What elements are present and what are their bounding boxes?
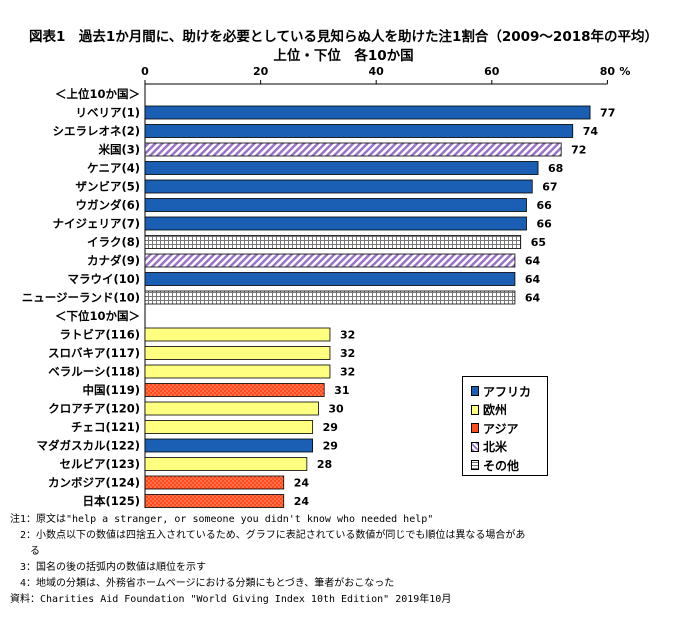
x-tick-label: 0 <box>141 65 149 78</box>
legend-label: 欧州 <box>483 403 508 417</box>
bar <box>144 253 516 268</box>
category-label: リベリア(1) <box>75 106 140 120</box>
legend-item: 北米 <box>471 438 507 456</box>
category-label: カンボジア(124) <box>48 476 140 490</box>
bar <box>144 290 516 305</box>
category-label: ケニア(4) <box>87 161 140 175</box>
data-label: 28 <box>317 458 332 471</box>
data-label: 32 <box>340 366 355 379</box>
data-label: 64 <box>525 273 541 286</box>
chart-subtitle: 上位・下位 各10か国 <box>273 48 414 64</box>
data-label: 32 <box>340 329 355 342</box>
legend-item: その他 <box>471 456 519 474</box>
data-label: 67 <box>542 181 557 194</box>
legend-label: アフリカ <box>483 384 532 399</box>
bar <box>144 124 574 138</box>
data-label: 77 <box>600 107 615 120</box>
data-label: 30 <box>328 403 344 416</box>
category-label: スロバキア(117) <box>48 346 140 360</box>
data-label: 66 <box>536 218 552 231</box>
category-label: シエラレオネ(2) <box>52 124 140 138</box>
category-label: ラトビア(116) <box>59 328 140 342</box>
legend-swatch <box>471 441 479 452</box>
category-label: ザンビア(5) <box>75 180 140 194</box>
x-tick-label: 40 <box>369 65 385 78</box>
data-label: 29 <box>323 440 338 453</box>
legend-label: アジア <box>483 421 519 436</box>
x-tick-label: 60 <box>484 65 500 78</box>
category-label: セルビア(123) <box>59 457 140 471</box>
x-axis-unit: % <box>619 65 630 78</box>
chart-title: 図表1 過去1か月間に、助けを必要としている見知らぬ人を助けた注1割合（2009… <box>28 29 658 45</box>
legend-item: 欧州 <box>471 401 507 419</box>
bar <box>144 364 331 379</box>
category-label: イラク(8) <box>87 235 140 249</box>
bar <box>144 142 562 157</box>
bar <box>144 438 314 453</box>
legend-swatch <box>471 404 479 415</box>
bar <box>144 327 331 342</box>
category-label: ベラルーシ(118) <box>48 365 140 379</box>
category-label: 日本(125) <box>82 494 140 508</box>
legend-label: その他 <box>483 458 520 473</box>
data-label: 64 <box>525 255 541 268</box>
data-label: 68 <box>548 162 563 175</box>
group-label: ＜下位10か国＞ <box>55 309 140 323</box>
category-label: クロアチア(120) <box>48 402 140 416</box>
legend-swatch <box>471 386 479 396</box>
note-line: 3：国名の後の括弧内の数値は順位を示す <box>10 562 207 573</box>
category-label: 米国(3) <box>97 143 140 157</box>
bar-chart: 0 20 40 60 80 % ＜上位10か国＞ リベリア(1) シエラレオネ(2) 米国(3) ケ… <box>22 65 630 508</box>
data-label: 64 <box>525 292 541 305</box>
data-label: 24 <box>294 495 310 508</box>
bar <box>144 179 533 194</box>
data-label: 29 <box>323 421 338 434</box>
bar <box>144 216 527 231</box>
group-label: ＜上位10か国＞ <box>55 87 140 101</box>
legend-item: アジア <box>471 419 519 437</box>
category-label: ナイジェリア(7) <box>52 217 140 231</box>
bar <box>144 401 319 416</box>
bar <box>144 198 527 212</box>
bar <box>144 161 539 175</box>
data-label: 31 <box>334 384 349 397</box>
data-label: 32 <box>340 347 355 360</box>
category-label: マラウイ(10) <box>67 272 140 286</box>
note-line: 4：地域の分類は、外務省ホームページにおける分類にもとづき、筆者がおこなった <box>10 578 395 589</box>
bar <box>144 494 285 508</box>
note-line: 資料：Charities Aid Foundation "World Givin… <box>10 594 452 605</box>
category-label: 中国(119) <box>82 383 140 397</box>
category-label: ウガンダ(6) <box>75 198 140 212</box>
data-label: 66 <box>536 199 552 212</box>
data-label: 24 <box>294 477 310 490</box>
legend-label: 北米 <box>483 440 508 454</box>
bar <box>144 383 325 397</box>
bar <box>144 475 285 490</box>
legend-swatch <box>471 423 479 433</box>
legend-swatch <box>471 460 479 470</box>
legend: アフリカ欧州アジア北米その他 <box>462 376 548 476</box>
note-line: 注1：原文は"help a stranger, or someone you d… <box>10 514 434 525</box>
category-label: チェコ(121) <box>71 420 140 434</box>
bar <box>144 235 522 249</box>
x-tick-label: 80 <box>600 65 616 78</box>
data-label: 72 <box>571 144 586 157</box>
category-label: カナダ(9) <box>87 254 140 268</box>
bar <box>144 457 308 471</box>
x-tick-label: 20 <box>253 65 269 78</box>
data-label: 74 <box>583 125 599 138</box>
bar <box>144 420 314 434</box>
bar <box>144 272 516 286</box>
category-label: ニュージーランド(10) <box>22 291 140 305</box>
notes: 注1：原文は"help a stranger, or someone you d… <box>10 512 525 608</box>
data-label: 65 <box>531 236 546 249</box>
bar <box>144 346 331 360</box>
note-line: 2：小数点以下の数値は四捨五入されているため、グラフに表記されている数値が同じで… <box>10 530 526 541</box>
category-label: マダガスカル(122) <box>36 439 140 453</box>
bar <box>144 105 591 120</box>
note-line: る <box>10 546 40 557</box>
legend-item: アフリカ <box>471 382 531 400</box>
